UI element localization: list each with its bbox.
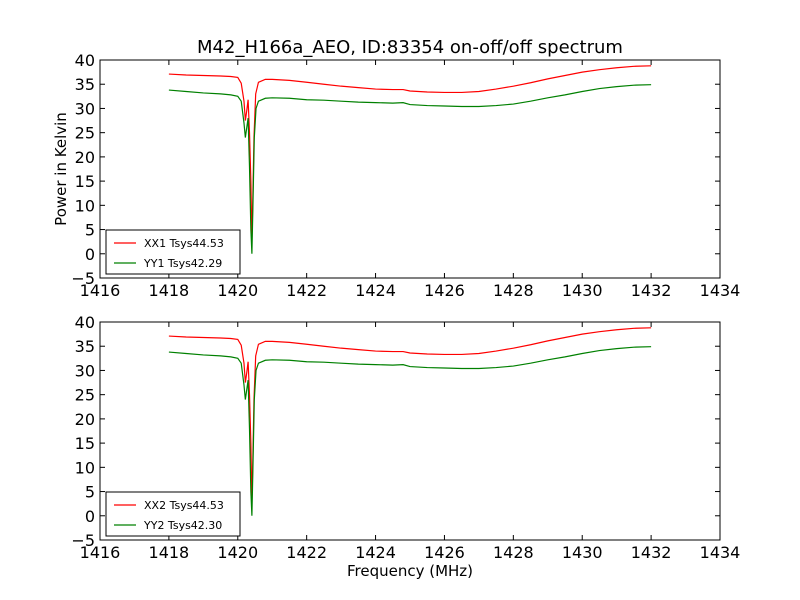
x-tick-label: 1420	[217, 281, 258, 300]
y-tick-label: 15	[75, 172, 95, 191]
x-tick-label: 1426	[424, 281, 465, 300]
y-tick-label: 30	[75, 99, 95, 118]
y-tick-label: 35	[75, 75, 95, 94]
y-tick-label: 10	[75, 458, 95, 477]
x-tick-label: 1422	[286, 543, 327, 562]
series-line-2	[168, 84, 652, 254]
series-line-2	[168, 346, 652, 516]
y-tick-label: 0	[85, 507, 95, 526]
legend-label: YY2 Tsys42.30	[143, 519, 222, 532]
y-tick-label: 35	[75, 337, 95, 356]
x-tick-label: 1416	[80, 543, 121, 562]
y-tick-label: 5	[85, 483, 95, 502]
x-tick-label: 1420	[217, 543, 258, 562]
y-tick-label: 25	[75, 386, 95, 405]
figure-title: M42_H166a_AEO, ID:83354 on-off/off spect…	[197, 37, 623, 58]
x-tick-label: 1430	[562, 543, 603, 562]
y-tick-label: 40	[75, 51, 95, 70]
plot-panel-2: 1416 1418 1420 1422 1424 1426 1428 1430 1432 1434…	[71, 313, 740, 580]
y-tick-label: −5	[71, 531, 95, 550]
y-tick-label: 30	[75, 361, 95, 380]
y-tick-label: 15	[75, 434, 95, 453]
plot-panel-1: 1416 1418 1420 1422 1424 1426 1428 1430 1432 1434…	[52, 51, 740, 300]
y-tick-label: 40	[75, 313, 95, 332]
x-tick-label: 1424	[355, 543, 396, 562]
x-tick-label: 1428	[493, 281, 534, 300]
y-tick-label: 10	[75, 196, 95, 215]
y-axis-label: Power in Kelvin	[52, 112, 70, 226]
x-tick-label: 1432	[631, 281, 672, 300]
legend-label: YY1 Tsys42.29	[143, 257, 222, 270]
legend-box	[105, 229, 241, 275]
plot-frame	[99, 59, 721, 279]
legend-label: XX2 Tsys44.53	[144, 499, 224, 512]
series-line-1	[168, 65, 652, 240]
x-tick-label: 1418	[149, 281, 190, 300]
x-tick-label: 1416	[80, 281, 121, 300]
x-tick-label: 1434	[700, 281, 741, 300]
y-tick-label: 25	[75, 124, 95, 143]
x-tick-label: 1422	[286, 281, 327, 300]
x-tick-label: 1430	[562, 281, 603, 300]
x-tick-label: 1426	[424, 543, 465, 562]
x-tick-label: 1432	[631, 543, 672, 562]
y-tick-label: 5	[85, 221, 95, 240]
legend-label: XX1 Tsys44.53	[144, 237, 224, 250]
y-tick-label: 20	[75, 410, 95, 429]
x-axis-label: Frequency (MHz)	[347, 562, 473, 580]
x-tick-label: 1434	[700, 543, 741, 562]
legend: XX2 Tsys44.53 YY2 Tsys42.30	[105, 491, 241, 537]
x-tick-label: 1428	[493, 543, 534, 562]
legend-box	[105, 491, 241, 537]
legend: XX1 Tsys44.53 YY1 Tsys42.29	[105, 229, 241, 275]
x-tick-label: 1418	[149, 543, 190, 562]
y-tick-label: 20	[75, 148, 95, 167]
plot-frame	[99, 321, 721, 541]
y-tick-label: −5	[71, 269, 95, 288]
series-line-1	[168, 327, 652, 502]
y-tick-label: 0	[85, 245, 95, 264]
x-tick-label: 1424	[355, 281, 396, 300]
